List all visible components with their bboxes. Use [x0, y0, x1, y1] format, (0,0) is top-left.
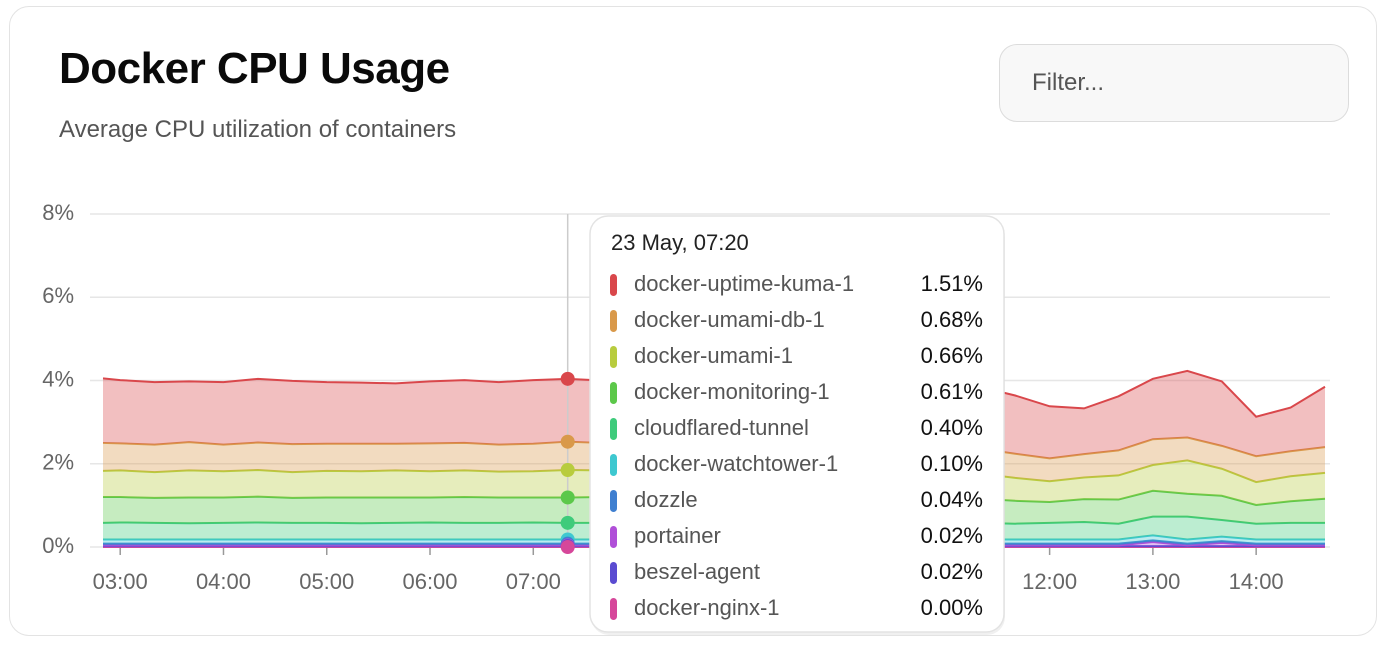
x-tick-label: 12:00 — [1022, 569, 1077, 594]
y-tick-label: 4% — [42, 366, 74, 391]
legend-swatch — [610, 490, 617, 512]
legend-label: docker-uptime-kuma-1 — [634, 271, 854, 296]
hover-dot — [560, 462, 575, 477]
hover-dot — [560, 515, 575, 530]
legend-label: portainer — [634, 523, 721, 548]
tooltip-value: 0.61% — [921, 379, 983, 404]
y-tick-label: 6% — [42, 283, 74, 308]
x-tick-label: 06:00 — [402, 569, 457, 594]
legend-swatch — [610, 598, 617, 620]
tooltip-title: 23 May, 07:20 — [611, 230, 749, 255]
legend-label: dozzle — [634, 487, 698, 512]
legend-label: docker-monitoring-1 — [634, 379, 830, 404]
x-tick-label: 04:00 — [196, 569, 251, 594]
x-tick-label: 07:00 — [506, 569, 561, 594]
legend-label: docker-umami-db-1 — [634, 307, 825, 332]
chart-subtitle: Average CPU utilization of containers — [59, 116, 457, 143]
legend-swatch — [610, 382, 617, 404]
legend-label: docker-watchtower-1 — [634, 451, 838, 476]
hover-dot — [560, 434, 575, 449]
x-tick-label: 14:00 — [1229, 569, 1284, 594]
y-tick-label: 0% — [42, 533, 74, 558]
legend-swatch — [610, 526, 617, 548]
tooltip-value: 0.68% — [921, 307, 983, 332]
hover-dot — [560, 490, 575, 505]
y-tick-label: 8% — [42, 200, 74, 225]
chart-title: Docker CPU Usage — [59, 44, 450, 93]
legend-label: docker-nginx-1 — [634, 595, 780, 620]
legend-label: cloudflared-tunnel — [634, 415, 809, 440]
legend-swatch — [610, 454, 617, 476]
filter-input[interactable]: Filter... — [999, 44, 1349, 122]
x-tick-label: 03:00 — [93, 569, 148, 594]
tooltip-value: 0.00% — [921, 595, 983, 620]
area-fill — [103, 535, 1325, 544]
y-tick-label: 2% — [42, 450, 74, 475]
tooltip-value: 0.02% — [921, 523, 983, 548]
tooltip: 23 May, 07:20 docker-uptime-kuma-1 1.51% do… — [589, 215, 1005, 635]
x-tick-label: 05:00 — [299, 569, 354, 594]
tooltip-value: 0.04% — [921, 487, 983, 512]
legend-swatch — [610, 562, 617, 584]
tooltip-value: 0.10% — [921, 451, 983, 476]
tooltip-value: 0.02% — [921, 559, 983, 584]
tooltip-box — [589, 215, 1005, 633]
hover-dot — [560, 371, 575, 386]
tooltip-value: 1.51% — [921, 271, 983, 296]
legend-swatch — [610, 346, 617, 368]
x-tick-label: 13:00 — [1125, 569, 1180, 594]
legend-swatch — [610, 274, 617, 296]
legend-label: beszel-agent — [634, 559, 760, 584]
tooltip-value: 0.40% — [921, 415, 983, 440]
hover-dot — [560, 540, 575, 554]
legend-swatch — [610, 418, 617, 440]
legend-label: docker-umami-1 — [634, 343, 793, 368]
tooltip-value: 0.66% — [921, 343, 983, 368]
legend-swatch — [610, 310, 617, 332]
